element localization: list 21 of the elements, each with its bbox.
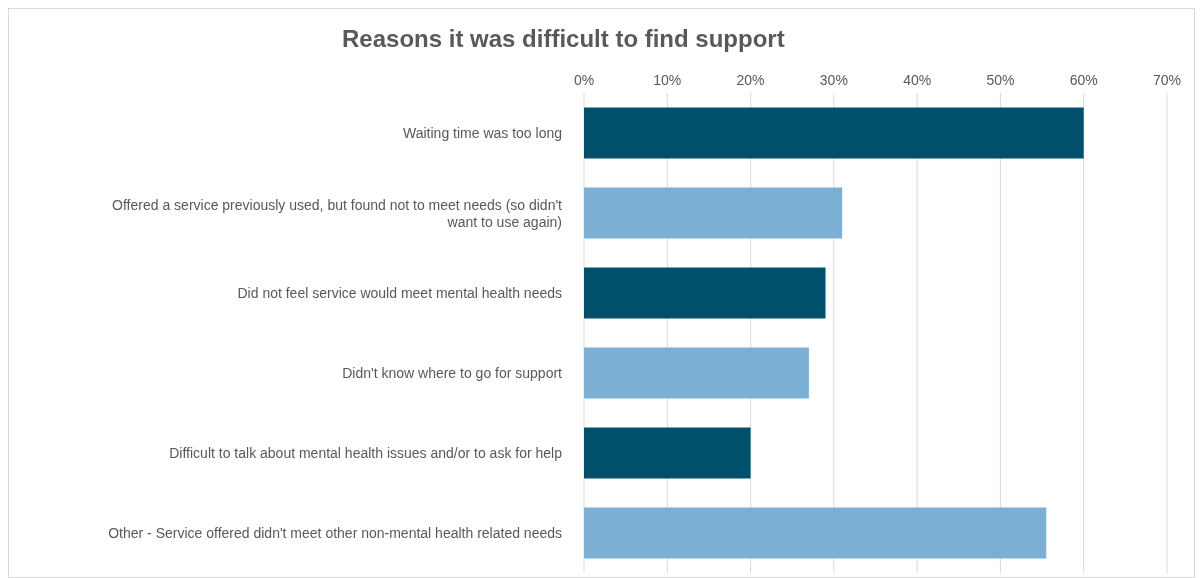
chart-title: Reasons it was difficult to find support [341,24,786,54]
bar [584,267,826,319]
x-tick-label: 20% [736,72,765,88]
y-tick-label: Waiting time was too long [403,125,562,141]
y-tick-label: Other - Service offered didn't meet other non-mental health related needs [108,525,562,541]
y-tick-label: Did not feel service would meet mental health needs [237,285,562,301]
x-tick-label: 60% [1069,72,1098,88]
x-tick-label: 30% [819,72,848,88]
bar [584,187,843,239]
bar [584,507,1047,559]
bar [584,107,1084,159]
x-tick-label: 0% [573,72,595,88]
x-tick-label: 70% [1152,72,1182,88]
x-tick-label: 50% [986,72,1015,88]
x-tick-label: 40% [903,72,932,88]
y-tick-label: Difficult to talk about mental health issues and/or to ask for help [169,445,563,461]
bar [584,427,751,479]
x-tick-label: 10% [653,72,682,88]
y-tick-label: Didn't know where to go for support [342,365,563,381]
bar [584,347,809,399]
y-tick-label: Offered a service previously used, but found not to meet needs (so didn't want to use again) [112,196,563,230]
